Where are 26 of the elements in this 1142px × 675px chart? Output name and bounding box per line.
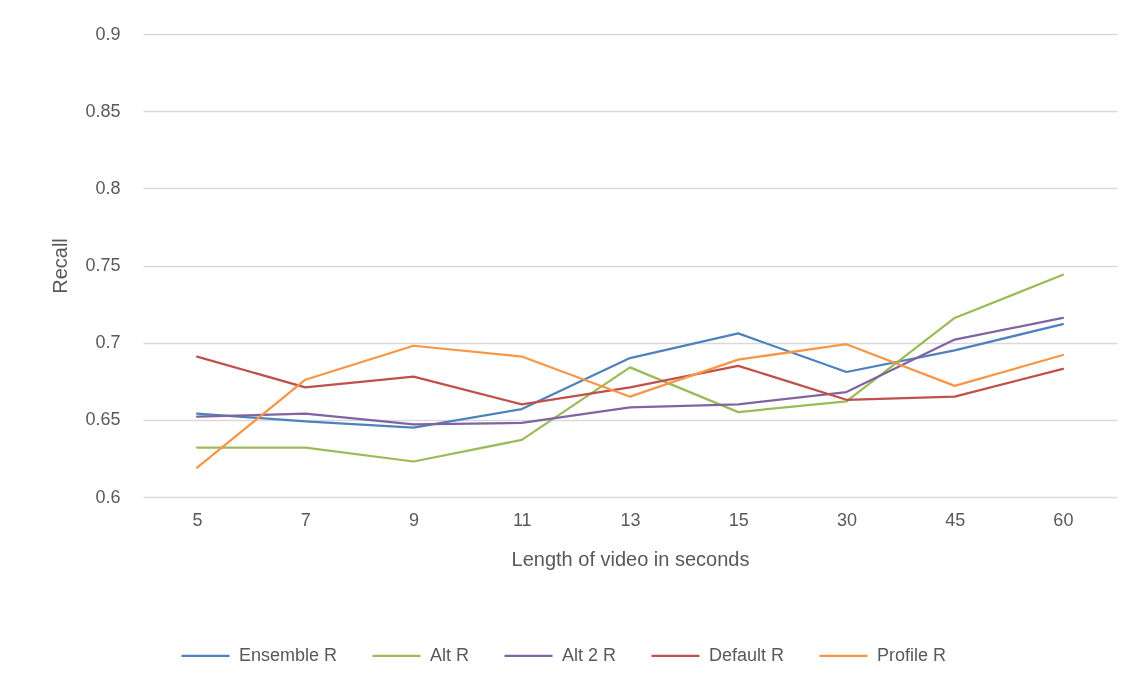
y-axis-title: Recall (49, 238, 72, 294)
x-tick-label: 7 (300, 509, 311, 530)
y-tick-label: 0.85 (85, 100, 121, 121)
y-tick-label: 0.75 (85, 255, 121, 275)
x-tick-label: 60 (1053, 509, 1074, 530)
x-tick-label: 13 (620, 509, 641, 530)
line-series (195, 355, 1065, 406)
line-series (195, 343, 1065, 469)
x-tick-label: 15 (728, 509, 749, 530)
y-tick-label: 0.8 (95, 177, 121, 198)
x-tick-label: 5 (192, 509, 203, 530)
legend-label: Ensemble R (239, 644, 338, 665)
x-tick-label: 30 (836, 509, 857, 530)
legend-label: Default R (709, 644, 785, 665)
y-tick-label: 0.65 (85, 409, 121, 430)
x-axis-title: Length of video in seconds (511, 547, 750, 570)
x-tick-label: 11 (512, 509, 532, 530)
y-tick-label: 0.6 (95, 486, 121, 507)
y-tick-label: 0.9 (95, 23, 121, 44)
y-tick-label: 0.7 (95, 332, 121, 353)
x-tick-label: 45 (945, 509, 966, 530)
legend-label: Profile R (877, 644, 947, 665)
legend-label: Alt 2 R (562, 644, 617, 665)
x-tick-label: 9 (409, 509, 420, 530)
line-series (195, 273, 1065, 463)
legend-label: Alt R (430, 644, 470, 665)
